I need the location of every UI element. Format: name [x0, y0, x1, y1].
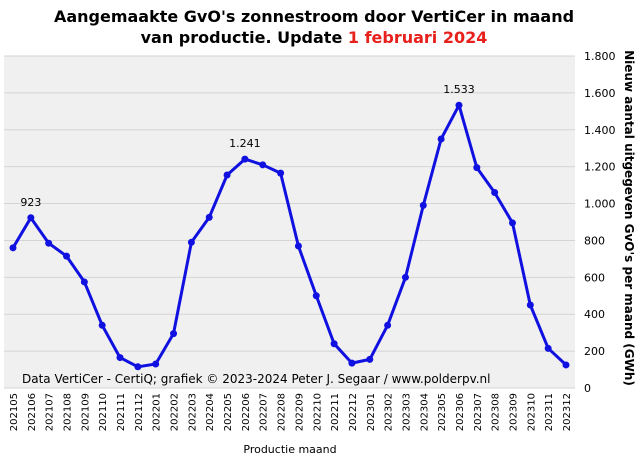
x-tick-label: 202207	[259, 393, 270, 431]
data-point	[63, 252, 71, 260]
x-tick-label: 202109	[80, 393, 91, 431]
data-points	[9, 101, 570, 371]
data-point	[384, 321, 392, 329]
y-tick-label: 1.400	[584, 124, 616, 137]
data-point	[80, 278, 88, 286]
x-tick-label: 202305	[437, 393, 448, 431]
x-tick-label: 202206	[241, 393, 252, 431]
chart-title-date: 1 februari 2024	[348, 28, 488, 47]
data-point	[294, 242, 302, 250]
x-tick-label: 202308	[491, 393, 502, 431]
x-tick-label: 202311	[544, 393, 555, 431]
data-point	[45, 239, 53, 247]
y-tick-label: 400	[584, 308, 605, 321]
chart-title-line-1: Aangemaakte GvO's zonnestroom door Verti…	[54, 7, 574, 26]
data-point	[205, 213, 213, 221]
x-tick-label: 202210	[312, 393, 323, 431]
x-tick-label: 202108	[63, 393, 74, 431]
x-tick-label: 202307	[473, 393, 484, 431]
y-tick-label: 1.600	[584, 87, 616, 100]
x-tick-label: 202211	[330, 393, 341, 431]
y-tick-label: 600	[584, 271, 605, 284]
x-tick-label: 202107	[45, 393, 56, 431]
data-point	[348, 359, 356, 367]
data-point	[116, 354, 124, 362]
x-tick-label: 202202	[170, 393, 181, 431]
data-point	[187, 238, 195, 246]
data-point	[491, 188, 499, 196]
data-point	[170, 330, 178, 338]
y-tick-label: 0	[584, 382, 591, 395]
data-label: 923	[20, 196, 41, 209]
x-tick-label: 202303	[401, 393, 412, 431]
data-point	[473, 164, 481, 172]
data-point	[437, 135, 445, 143]
data-label: 1.241	[229, 137, 261, 150]
x-tick-label: 202301	[366, 393, 377, 431]
x-axis-ticks: 202105 202106 202107 202108 202109 202110 2021…	[9, 393, 573, 431]
chart-title-line-2: van productie. Update 1 februari 2024	[141, 28, 488, 47]
series-line	[11, 103, 568, 369]
data-point	[98, 321, 106, 329]
y-axis-label: Nieuw aantal uitgegeven GvO's per maand …	[622, 50, 636, 386]
data-point	[152, 360, 160, 368]
chart-credit: Data VertiCer - CertiQ; grafiek © 2023-2…	[22, 372, 491, 386]
data-point	[312, 292, 320, 300]
x-tick-label: 202208	[277, 393, 288, 431]
data-point	[562, 361, 570, 369]
data-point	[241, 155, 249, 163]
data-point	[134, 363, 142, 371]
data-point	[366, 355, 374, 363]
x-tick-label: 202312	[562, 393, 573, 431]
data-labels: 923 1.241 1.533	[20, 83, 474, 209]
x-tick-label: 202203	[187, 393, 198, 431]
x-tick-label: 202212	[348, 393, 359, 431]
data-point	[508, 219, 516, 227]
data-label: 1.533	[443, 83, 475, 96]
x-tick-label: 202302	[384, 393, 395, 431]
x-tick-label: 202106	[27, 393, 38, 431]
x-tick-label: 202310	[526, 393, 537, 431]
x-tick-label: 202201	[152, 393, 163, 431]
y-tick-label: 800	[584, 234, 605, 247]
data-point	[526, 301, 534, 309]
x-tick-label: 202112	[134, 393, 145, 431]
data-point	[223, 171, 231, 179]
x-tick-label: 202105	[9, 393, 20, 431]
data-point	[277, 169, 285, 177]
x-tick-label: 202304	[419, 393, 430, 431]
y-axis-ticks: 0 200 400 600 800 1.000 1.200 1.400 1.600 1.800	[584, 50, 616, 395]
data-point	[330, 340, 338, 348]
x-axis-label: Productie maand	[243, 443, 336, 456]
x-tick-label: 202309	[508, 393, 519, 431]
y-tick-label: 1.000	[584, 198, 616, 211]
y-tick-label: 1.800	[584, 50, 616, 63]
y-tick-label: 1.200	[584, 161, 616, 174]
x-tick-label: 202110	[98, 393, 109, 431]
data-point	[544, 344, 552, 352]
data-point	[259, 161, 267, 169]
data-point	[9, 244, 17, 252]
data-point	[455, 101, 463, 109]
plot-area	[4, 56, 575, 388]
x-tick-label: 202205	[223, 393, 234, 431]
data-point	[27, 214, 35, 222]
x-tick-label: 202204	[205, 393, 216, 431]
x-tick-label: 202306	[455, 393, 466, 431]
chart-title-text: van productie. Update	[141, 28, 348, 47]
x-tick-label: 202209	[294, 393, 305, 431]
x-tick-label: 202111	[116, 393, 127, 431]
y-tick-label: 200	[584, 345, 605, 358]
data-point	[401, 273, 409, 281]
data-point	[419, 201, 427, 209]
